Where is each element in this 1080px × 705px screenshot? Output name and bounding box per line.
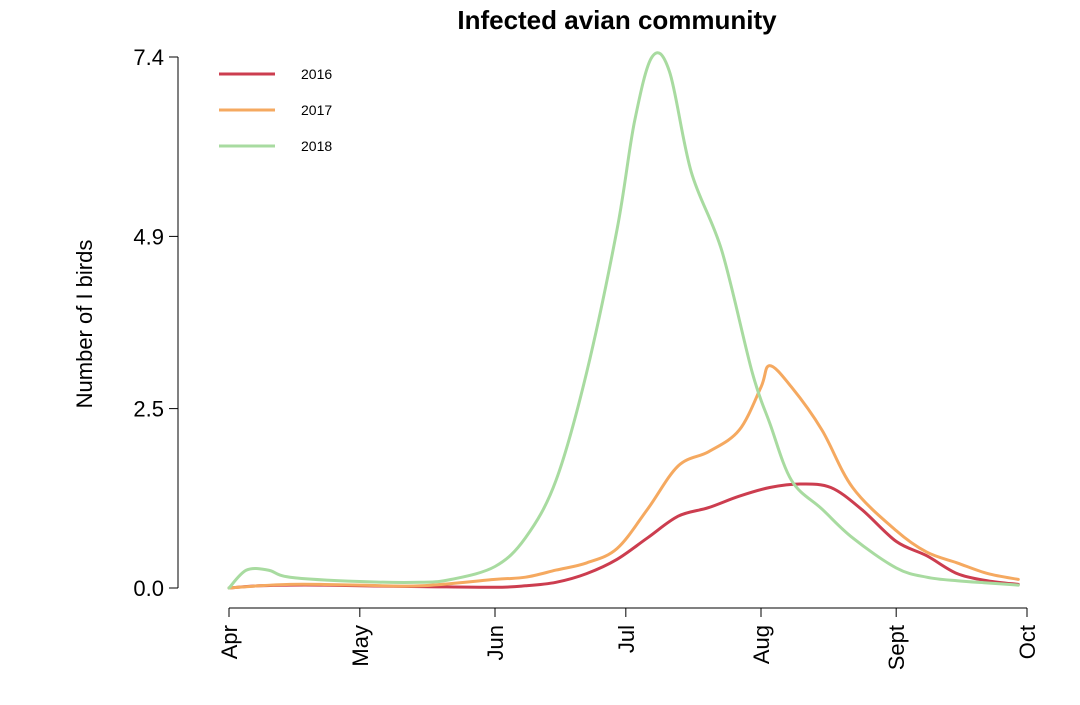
legend-label-2017: 2017	[301, 102, 332, 118]
series-line-2018	[227, 51, 1020, 590]
x-tick-label: Jul	[614, 625, 639, 653]
series-group	[227, 51, 1020, 590]
y-tick-label: 4.9	[133, 224, 164, 249]
legend: 2016 2017 2018	[219, 66, 332, 154]
y-tick-label: 0.0	[133, 576, 164, 601]
legend-label-2016: 2016	[301, 66, 332, 82]
series-line-2017	[227, 364, 1020, 590]
legend-label-2018: 2018	[301, 138, 332, 154]
y-tick-label: 2.5	[133, 397, 164, 422]
y-tick-label: 7.4	[133, 45, 164, 70]
x-tick-label: Aug	[749, 625, 774, 664]
chart-title: Infected avian community	[457, 5, 777, 35]
axes: Apr May Jun Jul Aug Sept Oct 0.0 2.5 4.9 7.4	[133, 45, 1040, 670]
series-line-2016	[227, 482, 1020, 590]
x-tick-label: Sept	[884, 625, 909, 670]
x-tick-label: Apr	[217, 625, 242, 659]
x-tick-label: Jun	[483, 625, 508, 660]
x-tick-label: Oct	[1015, 625, 1040, 659]
x-tick-label: May	[348, 625, 373, 667]
y-axis-label: Number of I birds	[72, 240, 97, 409]
